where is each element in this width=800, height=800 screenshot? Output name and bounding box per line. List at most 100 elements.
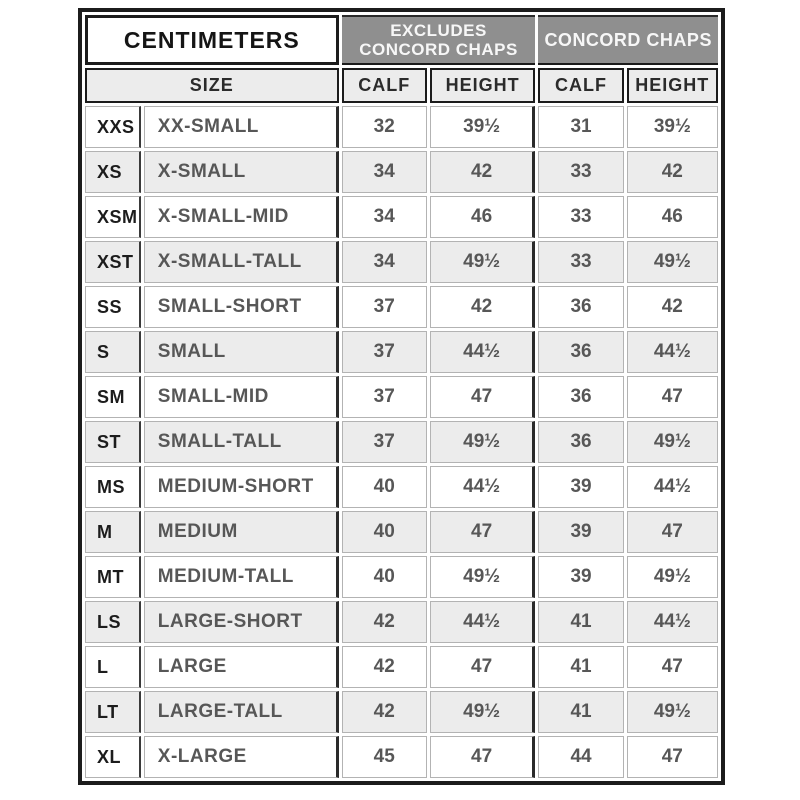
size-chart-table: CENTIMETERS EXCLUDES CONCORD CHAPS CONCO… (78, 8, 725, 785)
height-concord-cell: 44½ (626, 601, 718, 643)
size-name-cell: X-SMALL (143, 151, 339, 193)
height-excludes-cell: 42 (429, 151, 536, 193)
size-name-cell: X-SMALL-TALL (143, 241, 339, 283)
size-code-cell: XS (85, 151, 141, 193)
height-excludes-cell: 49½ (429, 421, 536, 463)
size-code-cell: XSM (85, 196, 141, 238)
size-row-s: S SMALL 37 44½ 36 44½ (85, 331, 718, 373)
size-row-ms: MS MEDIUM-SHORT 40 44½ 39 44½ (85, 466, 718, 508)
height-concord-cell: 44½ (626, 331, 718, 373)
size-row-lt: LT LARGE-TALL 42 49½ 41 49½ (85, 691, 718, 733)
calf-excludes-cell: 42 (341, 601, 427, 643)
size-name-cell: MEDIUM-TALL (143, 556, 339, 598)
calf-concord-cell: 36 (538, 376, 624, 418)
size-name-cell: LARGE-TALL (143, 691, 339, 733)
group-header-excludes-line2: CONCORD CHAPS (359, 40, 518, 59)
height-concord-cell: 39½ (626, 106, 718, 148)
size-row-ss: SS SMALL-SHORT 37 42 36 42 (85, 286, 718, 328)
group-header-concord-chaps: CONCORD CHAPS (538, 15, 718, 65)
height-excludes-cell: 39½ (429, 106, 536, 148)
column-header-height-excludes: HEIGHT (429, 68, 536, 103)
height-concord-cell: 44½ (626, 466, 718, 508)
height-excludes-cell: 47 (429, 376, 536, 418)
size-row-xs: XS X-SMALL 34 42 33 42 (85, 151, 718, 193)
calf-concord-cell: 41 (538, 691, 624, 733)
calf-concord-cell: 41 (538, 646, 624, 688)
calf-excludes-cell: 37 (341, 376, 427, 418)
size-name-cell: MEDIUM (143, 511, 339, 553)
height-excludes-cell: 44½ (429, 601, 536, 643)
calf-excludes-cell: 37 (341, 286, 427, 328)
calf-excludes-cell: 34 (341, 196, 427, 238)
size-row-xl: XL X-LARGE 45 47 44 47 (85, 736, 718, 778)
height-excludes-cell: 42 (429, 286, 536, 328)
height-concord-cell: 47 (626, 646, 718, 688)
size-row-sm: SM SMALL-MID 37 47 36 47 (85, 376, 718, 418)
height-excludes-cell: 46 (429, 196, 536, 238)
group-header-row: CENTIMETERS EXCLUDES CONCORD CHAPS CONCO… (85, 15, 718, 65)
size-code-cell: XXS (85, 106, 141, 148)
size-code-cell: S (85, 331, 141, 373)
size-row-xsm: XSM X-SMALL-MID 34 46 33 46 (85, 196, 718, 238)
size-row-xxs: XXS XX-SMALL 32 39½ 31 39½ (85, 106, 718, 148)
height-concord-cell: 47 (626, 736, 718, 778)
calf-concord-cell: 36 (538, 331, 624, 373)
size-name-cell: SMALL (143, 331, 339, 373)
height-excludes-cell: 47 (429, 646, 536, 688)
unit-header-cell: CENTIMETERS (85, 15, 339, 65)
calf-concord-cell: 44 (538, 736, 624, 778)
size-code-cell: SM (85, 376, 141, 418)
size-code-cell: L (85, 646, 141, 688)
height-concord-cell: 49½ (626, 556, 718, 598)
calf-excludes-cell: 32 (341, 106, 427, 148)
size-row-l: L LARGE 42 47 41 47 (85, 646, 718, 688)
calf-excludes-cell: 45 (341, 736, 427, 778)
calf-concord-cell: 36 (538, 286, 624, 328)
calf-concord-cell: 33 (538, 241, 624, 283)
size-code-cell: XL (85, 736, 141, 778)
height-concord-cell: 42 (626, 151, 718, 193)
size-row-mt: MT MEDIUM-TALL 40 49½ 39 49½ (85, 556, 718, 598)
column-header-size: SIZE (85, 68, 339, 103)
size-row-m: M MEDIUM 40 47 39 47 (85, 511, 718, 553)
calf-excludes-cell: 37 (341, 331, 427, 373)
calf-concord-cell: 41 (538, 601, 624, 643)
size-row-ls: LS LARGE-SHORT 42 44½ 41 44½ (85, 601, 718, 643)
size-code-cell: MT (85, 556, 141, 598)
column-header-calf-excludes: CALF (341, 68, 427, 103)
column-header-row: SIZE CALF HEIGHT CALF HEIGHT (85, 68, 718, 103)
calf-excludes-cell: 40 (341, 466, 427, 508)
height-excludes-cell: 49½ (429, 241, 536, 283)
size-code-cell: ST (85, 421, 141, 463)
size-name-cell: SMALL-MID (143, 376, 339, 418)
size-name-cell: SMALL-SHORT (143, 286, 339, 328)
size-code-cell: MS (85, 466, 141, 508)
calf-concord-cell: 39 (538, 511, 624, 553)
size-name-cell: X-SMALL-MID (143, 196, 339, 238)
column-header-height-concord: HEIGHT (626, 68, 718, 103)
size-code-cell: LT (85, 691, 141, 733)
height-excludes-cell: 44½ (429, 466, 536, 508)
height-concord-cell: 46 (626, 196, 718, 238)
size-chart-body: XXS XX-SMALL 32 39½ 31 39½ XS X-SMALL 34 42 33 42 XS… (85, 106, 718, 778)
size-code-cell: SS (85, 286, 141, 328)
size-name-cell: MEDIUM-SHORT (143, 466, 339, 508)
size-code-cell: XST (85, 241, 141, 283)
height-excludes-cell: 44½ (429, 331, 536, 373)
size-name-cell: X-LARGE (143, 736, 339, 778)
calf-concord-cell: 36 (538, 421, 624, 463)
calf-concord-cell: 39 (538, 466, 624, 508)
calf-excludes-cell: 40 (341, 511, 427, 553)
calf-excludes-cell: 37 (341, 421, 427, 463)
size-name-cell: XX-SMALL (143, 106, 339, 148)
height-excludes-cell: 47 (429, 736, 536, 778)
calf-concord-cell: 33 (538, 151, 624, 193)
calf-excludes-cell: 40 (341, 556, 427, 598)
group-header-excludes-line1: EXCLUDES (390, 20, 487, 40)
height-concord-cell: 47 (626, 376, 718, 418)
calf-excludes-cell: 34 (341, 241, 427, 283)
calf-concord-cell: 39 (538, 556, 624, 598)
group-header-excludes-concord-chaps: EXCLUDES CONCORD CHAPS (341, 15, 536, 65)
size-row-st: ST SMALL-TALL 37 49½ 36 49½ (85, 421, 718, 463)
